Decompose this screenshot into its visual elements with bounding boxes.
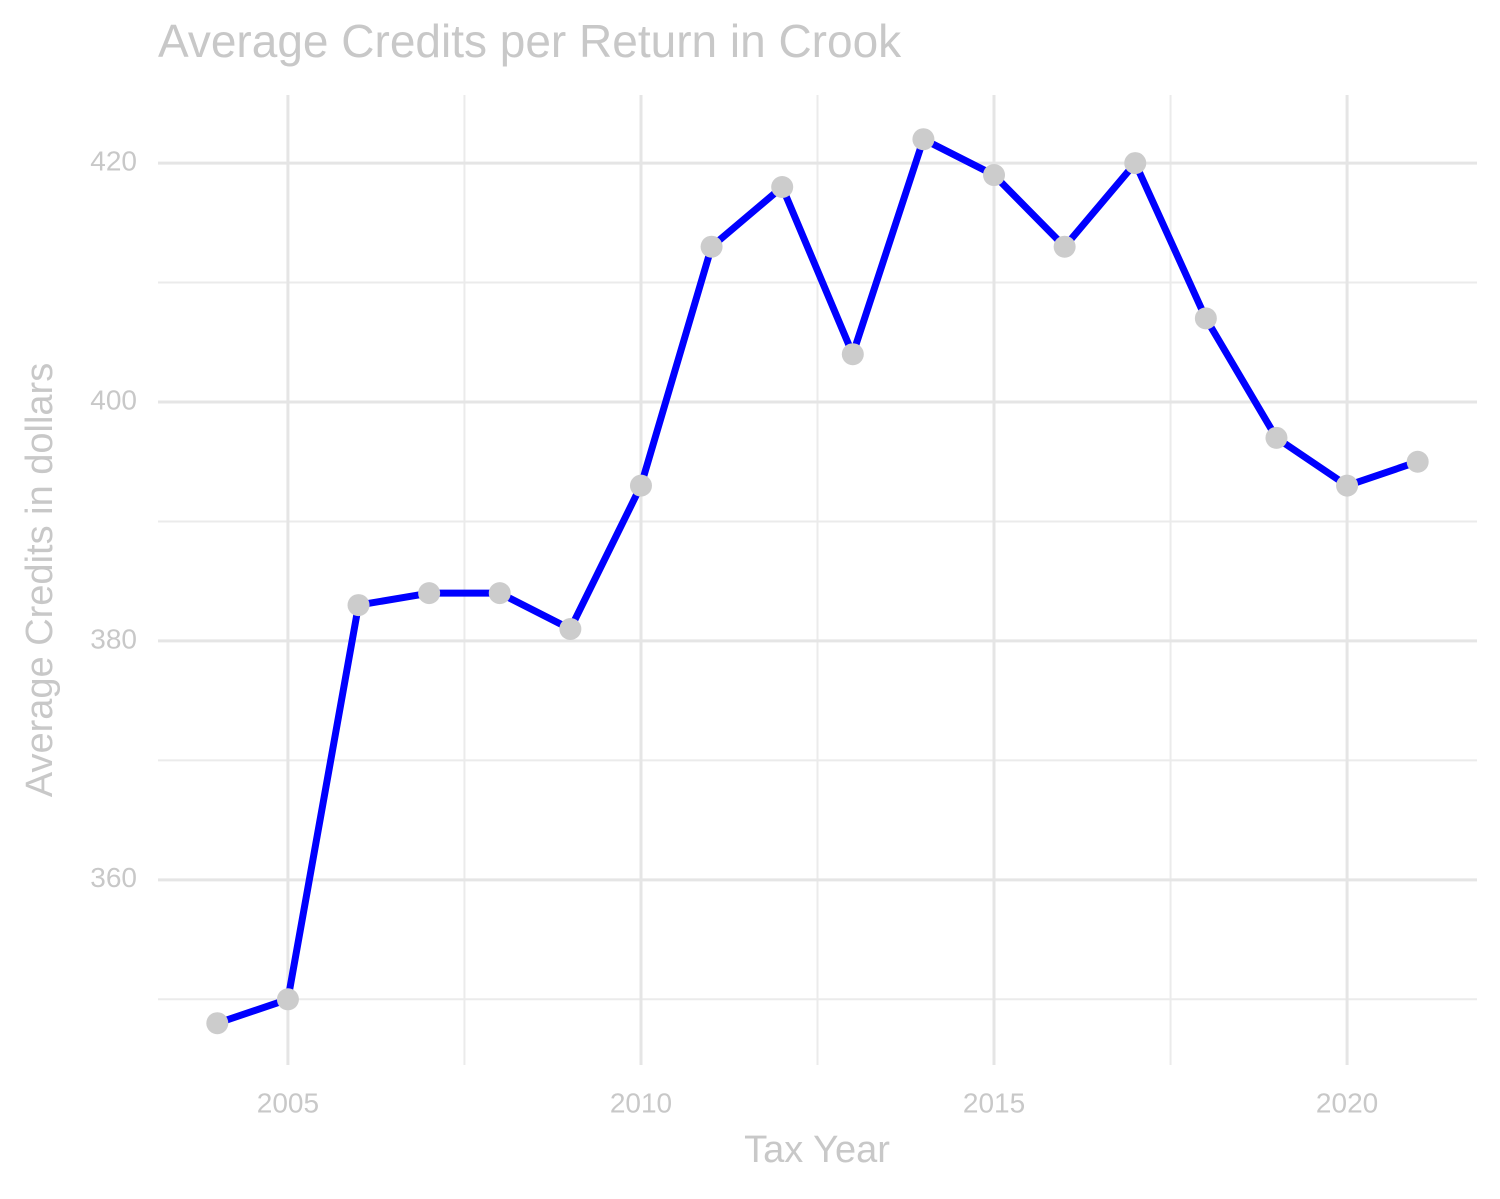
data-point [559, 617, 582, 640]
data-point [1053, 235, 1076, 258]
data-point [1406, 450, 1429, 473]
data-point [206, 1012, 229, 1035]
data-point [700, 235, 723, 258]
data-point [418, 582, 441, 605]
data-point [629, 474, 652, 497]
data-point [1265, 426, 1288, 449]
y-tick-label: 420 [90, 145, 137, 176]
x-tick-label: 2020 [1316, 1087, 1378, 1118]
data-point [983, 164, 1006, 187]
x-axis-label: Tax Year [744, 1129, 890, 1171]
data-point [841, 343, 864, 366]
chart-title: Average Credits per Return in Crook [158, 15, 902, 67]
y-tick-label: 360 [90, 862, 137, 893]
data-point [1124, 152, 1147, 175]
data-point [488, 582, 511, 605]
x-tick-label: 2015 [963, 1087, 1025, 1118]
data-point [347, 594, 370, 617]
data-point [1336, 474, 1359, 497]
data-point [912, 128, 935, 151]
y-tick-label: 380 [90, 623, 137, 654]
data-line [216, 135, 1419, 1027]
data-point [276, 988, 299, 1011]
y-tick-label: 400 [90, 384, 137, 415]
y-axis-label: Average Credits in dollars [19, 363, 61, 797]
data-point [771, 175, 794, 198]
data-point [1194, 307, 1217, 330]
x-tick-label: 2010 [610, 1087, 672, 1118]
x-tick-label: 2005 [257, 1087, 319, 1118]
